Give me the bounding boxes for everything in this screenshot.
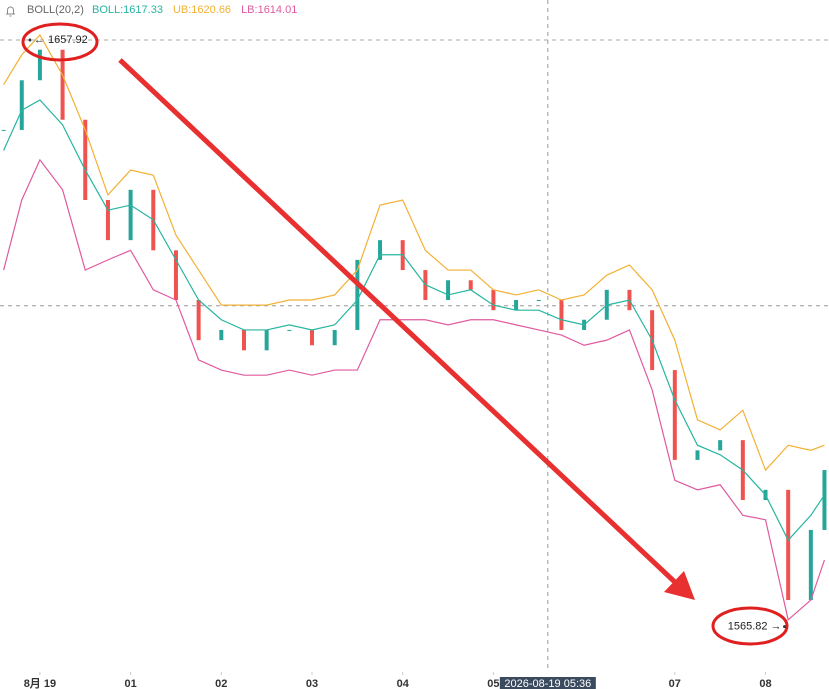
annotation-label: ← 1657.92 — [34, 34, 88, 46]
extreme-marker — [28, 38, 32, 42]
candle — [808, 529, 813, 601]
x-tick-label: 07 — [669, 678, 681, 689]
candle — [19, 80, 24, 130]
plot — [0, 0, 829, 675]
candle — [83, 119, 88, 201]
candle — [786, 489, 791, 601]
candle — [355, 259, 360, 330]
candle — [1, 129, 6, 131]
candle — [491, 289, 496, 311]
candle — [672, 370, 677, 460]
candle — [60, 49, 65, 120]
candle — [468, 280, 473, 290]
x-tick-label: 03 — [306, 678, 318, 689]
candle — [264, 329, 269, 351]
extreme-marker — [783, 625, 787, 629]
candle — [378, 240, 383, 260]
x-tick-label: 8月 19 — [24, 677, 56, 689]
annotation-label: 1565.82 → — [728, 621, 782, 633]
candle — [287, 329, 292, 331]
candle — [128, 189, 133, 241]
trend-arrow — [118, 58, 695, 600]
crosshair-label: 2026-08-19 05:36 — [504, 678, 591, 689]
candle — [559, 300, 564, 330]
x-tick-label: 01 — [124, 678, 136, 689]
band-line — [3, 99, 825, 542]
candle — [310, 329, 315, 346]
indicator-label: BOLL(20,2) — [27, 4, 84, 16]
candle — [695, 450, 700, 460]
candle — [105, 200, 110, 241]
band-line — [3, 158, 826, 621]
legend-entry: LB:1614.01 — [241, 4, 297, 16]
candle — [446, 280, 451, 301]
x-tick-label: 02 — [215, 678, 227, 689]
highlight-ellipse — [21, 22, 99, 62]
x-tick-label: 08 — [759, 678, 771, 689]
candle — [332, 329, 337, 346]
candle — [822, 470, 827, 530]
x-tick-label: 05 — [487, 678, 499, 689]
candle — [196, 300, 201, 341]
legend-entry: BOLL:1617.33 — [92, 4, 163, 16]
x-tick-label: 04 — [397, 678, 410, 689]
bell-icon — [6, 6, 15, 17]
candle — [536, 300, 541, 302]
legend-entry: UB:1620.66 — [173, 4, 231, 16]
candle — [514, 300, 519, 311]
candle — [718, 440, 723, 451]
band-line — [3, 34, 825, 472]
candle — [37, 49, 42, 81]
highlight-ellipse — [711, 606, 789, 646]
candle — [219, 329, 224, 341]
candle — [173, 250, 178, 301]
crosshair-label-box — [499, 677, 596, 689]
candle — [241, 329, 246, 351]
